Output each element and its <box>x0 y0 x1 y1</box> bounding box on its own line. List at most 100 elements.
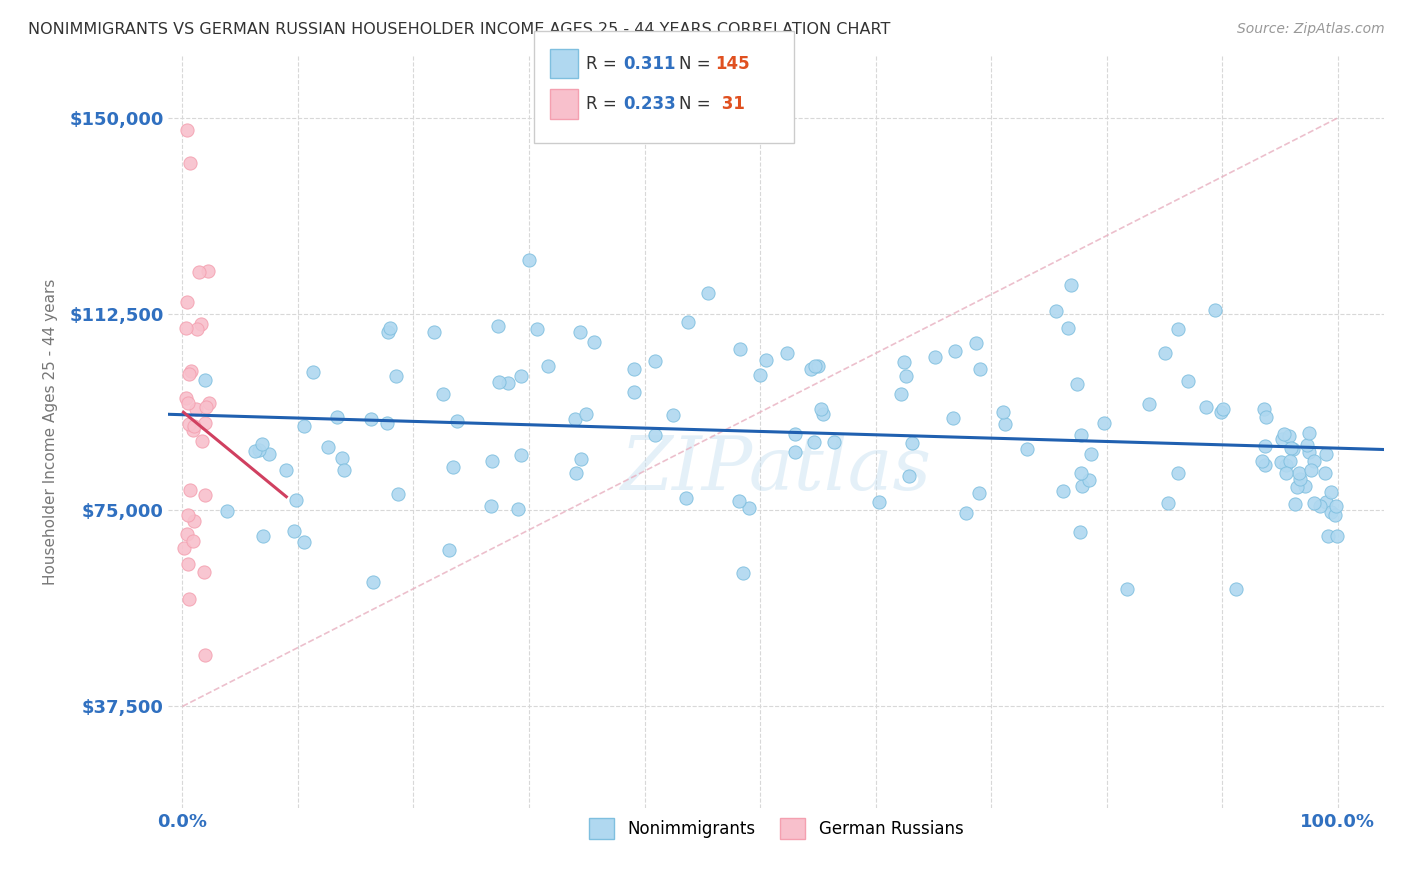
Point <box>1045 304 1067 318</box>
Point <box>807 359 830 373</box>
Point <box>387 487 409 501</box>
Point <box>1315 466 1337 480</box>
Text: R =: R = <box>586 54 623 73</box>
Point <box>804 359 827 373</box>
Point <box>176 392 198 406</box>
Point <box>1167 322 1189 336</box>
Point <box>183 423 205 437</box>
Text: 0.233: 0.233 <box>623 95 676 113</box>
Point <box>446 414 468 428</box>
Point <box>1080 447 1102 461</box>
Point <box>1298 425 1320 440</box>
Text: ZIPatlas: ZIPatlas <box>620 434 932 506</box>
Point <box>1323 508 1346 522</box>
Legend: Nonimmigrants, German Russians: Nonimmigrants, German Russians <box>582 812 970 846</box>
Point <box>257 447 280 461</box>
Point <box>1271 433 1294 447</box>
Point <box>785 427 807 442</box>
Point <box>194 416 217 430</box>
Point <box>644 354 666 368</box>
Point <box>517 252 540 267</box>
Point <box>1319 485 1341 500</box>
Point <box>1077 473 1099 487</box>
Point <box>177 396 200 410</box>
Point <box>439 542 461 557</box>
Point <box>1069 525 1091 540</box>
Point <box>1315 495 1337 509</box>
Point <box>1057 321 1080 335</box>
Text: N =: N = <box>679 95 716 113</box>
Point <box>783 445 806 459</box>
Point <box>526 322 548 336</box>
Point <box>924 350 946 364</box>
Point <box>537 359 560 373</box>
Point <box>897 469 920 483</box>
Point <box>378 320 401 334</box>
Point <box>183 418 205 433</box>
Point <box>177 508 200 522</box>
Point <box>993 404 1015 418</box>
Point <box>188 265 211 279</box>
Point <box>179 155 201 169</box>
Point <box>194 373 217 387</box>
Point <box>190 318 212 332</box>
Point <box>1070 428 1092 442</box>
Point <box>776 346 799 360</box>
Point <box>1279 454 1302 468</box>
Point <box>276 462 298 476</box>
Point <box>292 419 315 434</box>
Point <box>644 428 666 442</box>
Point <box>174 321 197 335</box>
Point <box>1254 439 1277 453</box>
Point <box>1278 429 1301 443</box>
Point <box>575 408 598 422</box>
Point <box>869 494 891 508</box>
Point <box>1294 479 1316 493</box>
Point <box>243 443 266 458</box>
Point <box>198 396 221 410</box>
Point <box>733 566 755 580</box>
Point <box>569 452 592 467</box>
Point <box>1274 458 1296 472</box>
Point <box>176 527 198 541</box>
Point <box>1298 445 1320 459</box>
Point <box>247 442 270 457</box>
Point <box>481 454 503 468</box>
Point <box>177 557 200 571</box>
Text: NONIMMIGRANTS VS GERMAN RUSSIAN HOUSEHOLDER INCOME AGES 25 - 44 YEARS CORRELATIO: NONIMMIGRANTS VS GERMAN RUSSIAN HOUSEHOL… <box>28 22 890 37</box>
Point <box>1274 466 1296 480</box>
Point <box>676 315 699 329</box>
Point <box>488 375 510 389</box>
Point <box>186 402 208 417</box>
Point <box>432 387 454 401</box>
Point <box>1299 463 1322 477</box>
Point <box>316 441 339 455</box>
Point <box>969 362 991 376</box>
Point <box>330 451 353 466</box>
Point <box>1288 466 1310 480</box>
Point <box>623 384 645 399</box>
Point <box>994 417 1017 432</box>
Point <box>488 319 510 334</box>
Point <box>1256 410 1278 425</box>
Point <box>186 321 208 335</box>
Point <box>1326 529 1348 543</box>
Point <box>1094 416 1116 430</box>
Point <box>333 463 356 477</box>
Point <box>197 264 219 278</box>
Point <box>183 514 205 528</box>
Point <box>942 411 965 425</box>
Point <box>508 502 530 516</box>
Point <box>326 410 349 425</box>
Point <box>441 459 464 474</box>
Point <box>1167 466 1189 480</box>
Point <box>803 435 825 450</box>
Point <box>250 436 273 450</box>
Text: N =: N = <box>679 54 716 73</box>
Point <box>1270 455 1292 469</box>
Point <box>1285 480 1308 494</box>
Point <box>1225 582 1247 596</box>
Point <box>1289 472 1312 486</box>
Point <box>190 434 212 448</box>
Point <box>675 491 697 506</box>
